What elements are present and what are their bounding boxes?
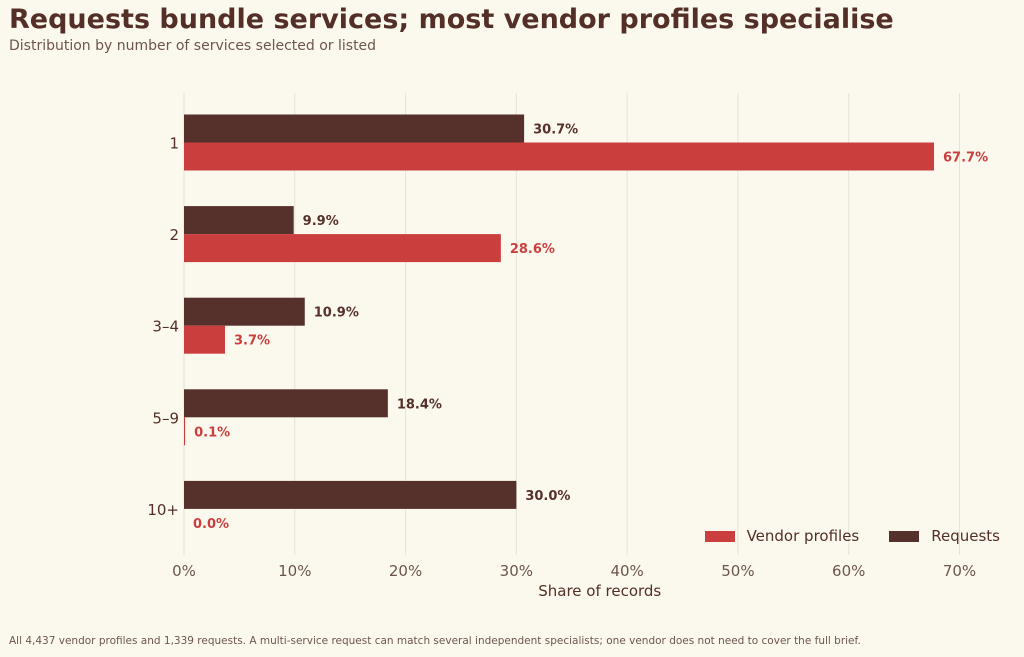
requests-bar	[184, 114, 525, 143]
requests-data-label: 10.9%	[314, 306, 359, 321]
y-tick-label: 3–4	[152, 318, 179, 336]
x-tick-label: 0%	[172, 562, 196, 580]
legend-swatch-vendor	[704, 530, 735, 542]
x-tick-label: 50%	[721, 562, 754, 580]
y-tick-label: 1	[169, 135, 179, 153]
x-tick-label: 20%	[389, 562, 422, 580]
x-tick-label: 10%	[278, 562, 311, 580]
vendor-data-label: 67.7%	[943, 151, 988, 166]
x-tick-label: 40%	[610, 562, 643, 580]
legend-item-vendor: Vendor profiles	[704, 527, 860, 545]
x-tick-label: 30%	[500, 562, 533, 580]
vendor-data-label: 3.7%	[234, 334, 270, 349]
y-tick-label: 10+	[147, 501, 179, 519]
x-tick-label: 60%	[832, 562, 865, 580]
vendor-bar	[184, 142, 935, 171]
vendor-data-label: 28.6%	[510, 242, 555, 257]
y-tick-label: 5–9	[152, 409, 179, 427]
requests-data-label: 30.0%	[525, 489, 570, 504]
vendor-data-label: 0.0%	[193, 517, 229, 532]
requests-data-label: 18.4%	[397, 397, 442, 412]
chart-legend: Vendor profiles Requests	[704, 527, 1000, 545]
vendor-bar	[184, 325, 225, 354]
bar-chart: 0% 10% 20% 30% 40% 50% 60% 70% Share of records 1…	[147, 93, 988, 600]
chart-title: Requests bundle services; most vendor pr…	[9, 4, 894, 35]
x-axis-label: Share of records	[538, 582, 661, 600]
legend-label-vendor: Vendor profiles	[746, 527, 860, 545]
x-tick-label: 70%	[943, 562, 976, 580]
vendor-data-label: 0.1%	[194, 425, 230, 440]
vendor-bar	[184, 234, 501, 263]
requests-bar	[184, 206, 294, 235]
legend-item-requests: Requests	[889, 527, 1000, 545]
requests-bar	[184, 297, 305, 326]
vendor-bar	[184, 417, 186, 446]
requests-data-label: 9.9%	[303, 214, 339, 229]
legend-label-requests: Requests	[931, 527, 1000, 545]
requests-data-label: 30.7%	[533, 123, 578, 138]
requests-bar	[184, 480, 517, 509]
chart-footnote: All 4,437 vendor profiles and 1,339 requ…	[9, 635, 861, 647]
y-tick-label: 2	[169, 226, 179, 244]
requests-bar	[184, 389, 388, 418]
legend-swatch-requests	[889, 530, 920, 542]
chart-subtitle: Distribution by number of services selec…	[9, 38, 377, 54]
